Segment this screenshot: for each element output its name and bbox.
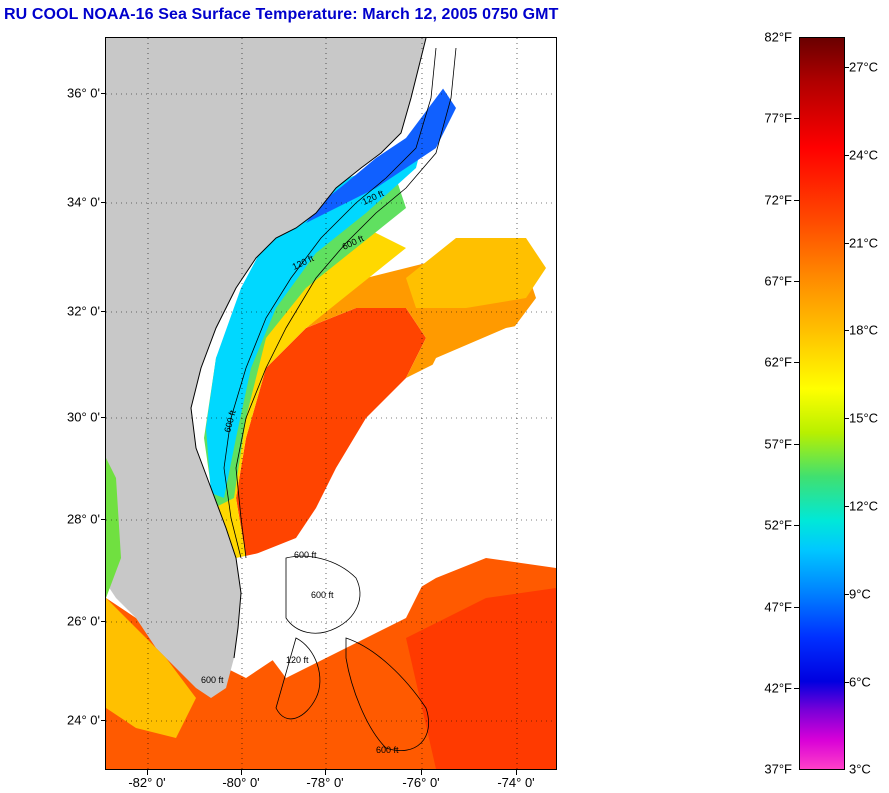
lat-label-28: 28° 0'	[67, 511, 100, 527]
contour-label: 120 ft	[286, 655, 309, 665]
colorbar-tick	[845, 67, 849, 68]
lat-tick	[101, 519, 106, 520]
lon-label-78: -78° 0'	[306, 775, 344, 790]
lat-label-24: 24° 0'	[67, 712, 100, 728]
lon-label-80: -80° 0'	[222, 775, 260, 790]
lon-label-76: -76° 0'	[402, 775, 440, 790]
lat-tick	[101, 621, 106, 622]
colorbar-tick	[794, 444, 799, 445]
contour-600ft	[235, 47, 457, 559]
sst-map[interactable]: 120 ft 600 ft 120 ft 600 ft 600 ft 600 f…	[105, 37, 557, 770]
lat-label-30: 30° 0'	[67, 409, 100, 425]
lat-tick	[101, 93, 106, 94]
colorbar-c-label: 3°C	[849, 761, 871, 777]
colorbar-tick	[794, 200, 799, 201]
page-title: RU COOL NOAA-16 Sea Surface Temperature:…	[4, 6, 559, 23]
graticule	[106, 38, 556, 769]
gulf-water	[106, 458, 121, 598]
colorbar-f-label: 77°F	[764, 110, 792, 126]
sst-map-graphic: 120 ft 600 ft 120 ft 600 ft 600 ft 600 f…	[106, 38, 556, 769]
colorbar-tick	[845, 594, 849, 595]
bahamas-bank-2	[275, 637, 321, 720]
lon-label-74: -74° 0'	[497, 775, 535, 790]
lon-tick	[421, 770, 422, 775]
colorbar-f-label: 67°F	[764, 273, 792, 289]
colorbar-tick	[845, 330, 849, 331]
colorbar-c-label: 18°C	[849, 322, 879, 338]
colorbar-tick	[794, 525, 799, 526]
colorbar-c-label: 6°C	[849, 674, 871, 690]
lat-label-34: 34° 0'	[67, 194, 100, 210]
colorbar-f-label: 72°F	[764, 192, 792, 208]
lat-tick	[101, 202, 106, 203]
bahamas-bank-3	[345, 637, 429, 751]
lat-tick	[101, 417, 106, 418]
colorbar-tick	[794, 607, 799, 608]
colorbar-tick	[845, 155, 849, 156]
coastline	[190, 38, 427, 659]
lon-tick	[147, 770, 148, 775]
colorbar-c-label: 12°C	[849, 498, 879, 514]
contour-label: 600 ft	[294, 550, 317, 560]
colorbar-tick	[845, 418, 849, 419]
gulf-water-south	[106, 598, 196, 738]
temperature-colorbar	[799, 37, 845, 770]
colorbar-f-label: 62°F	[764, 354, 792, 370]
colorbar-tick	[794, 362, 799, 363]
colorbar-f-label: 52°F	[764, 517, 792, 533]
cloud-mass-northeast	[406, 38, 556, 238]
colorbar-c-label: 24°C	[849, 147, 879, 163]
lat-label-32: 32° 0'	[67, 303, 100, 319]
colorbar-tick	[794, 688, 799, 689]
colorbar-f-label: 37°F	[764, 761, 792, 777]
contour-label: 600 ft	[376, 745, 399, 755]
colorbar-tick	[794, 118, 799, 119]
warm-water-south-2	[406, 588, 556, 769]
contour-label: 600 ft	[201, 675, 224, 685]
bahamas-bank	[285, 555, 361, 634]
colorbar-f-label: 57°F	[764, 436, 792, 452]
lat-label-26: 26° 0'	[67, 613, 100, 629]
colorbar-c-label: 15°C	[849, 410, 879, 426]
shelf-water-blue	[306, 78, 461, 223]
lat-label-36: 36° 0'	[67, 85, 100, 101]
lon-label-82: -82° 0'	[128, 775, 166, 790]
colorbar-f-label: 82°F	[764, 29, 792, 45]
lon-tick	[516, 770, 517, 775]
colorbar-c-label: 27°C	[849, 59, 879, 75]
colorbar-tick	[845, 243, 849, 244]
colorbar-c-label: 21°C	[849, 235, 879, 251]
colorbar-tick	[845, 506, 849, 507]
colorbar-tick	[794, 281, 799, 282]
contour-label: 600 ft	[311, 590, 334, 600]
lon-tick	[241, 770, 242, 775]
colorbar-f-label: 47°F	[764, 599, 792, 615]
colorbar-c-label: 9°C	[849, 586, 871, 602]
lat-tick	[101, 720, 106, 721]
cloud-mass-bahamas	[236, 543, 426, 678]
colorbar-tick	[845, 682, 849, 683]
lon-tick	[325, 770, 326, 775]
colorbar-f-label: 42°F	[764, 680, 792, 696]
cloud-mass-east	[306, 318, 556, 568]
contour-120ft	[223, 47, 437, 559]
warm-band-north	[406, 238, 546, 308]
gulf-stream-core	[236, 308, 426, 558]
lat-tick	[101, 311, 106, 312]
